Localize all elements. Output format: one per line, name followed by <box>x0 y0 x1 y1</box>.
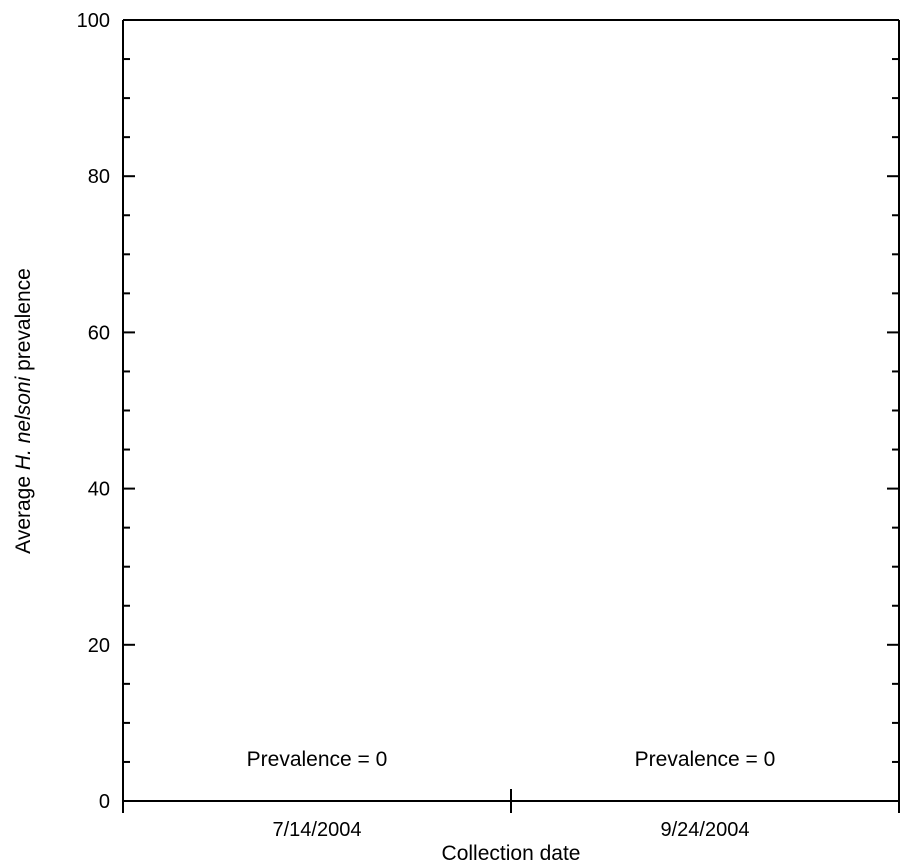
x-category-label: 9/24/2004 <box>661 819 750 841</box>
prevalence-annotation: Prevalence = 0 <box>635 748 776 771</box>
y-axis-title: Average H. nelsoni prevalence <box>12 268 35 554</box>
y-tick-label: 60 <box>88 322 110 344</box>
y-axis-tick-labels: 0 20 40 60 80 100 <box>77 10 110 813</box>
x-axis-ticks <box>122 789 900 813</box>
y-tick-label: 40 <box>88 479 110 501</box>
plot-frame <box>122 19 900 802</box>
y-tick-label: 100 <box>77 10 110 32</box>
y-axis-title-part-1: Average <box>12 470 35 554</box>
y-axis-title-part-2: prevalence <box>12 268 35 377</box>
y-tick-label: 80 <box>88 166 110 188</box>
y-axis-ticks <box>123 19 899 802</box>
x-axis-title: Collection date <box>442 842 581 865</box>
y-axis-title-species: H. nelsoni <box>12 375 35 470</box>
x-axis-tick-labels: 7/14/2004 9/24/2004 <box>273 819 750 841</box>
x-category-label: 7/14/2004 <box>273 819 362 841</box>
y-tick-label: 20 <box>88 635 110 657</box>
prevalence-annotation: Prevalence = 0 <box>247 748 388 771</box>
y-tick-label: 0 <box>99 791 110 813</box>
annotations: Prevalence = 0 Prevalence = 0 <box>247 748 776 771</box>
